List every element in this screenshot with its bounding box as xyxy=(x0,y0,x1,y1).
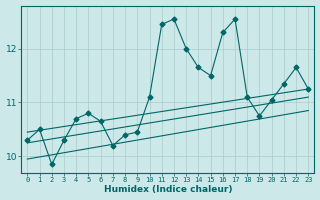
X-axis label: Humidex (Indice chaleur): Humidex (Indice chaleur) xyxy=(104,185,232,194)
